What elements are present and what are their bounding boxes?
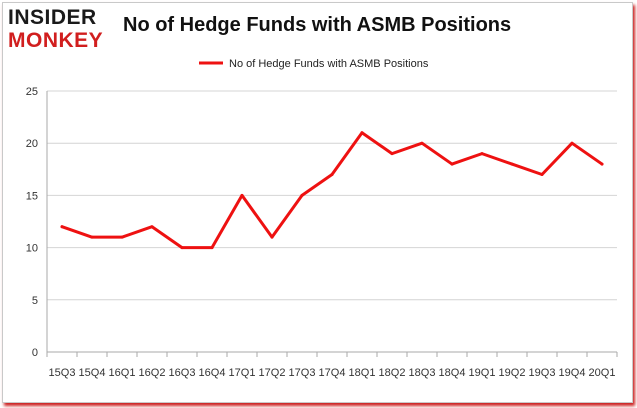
logo-text-bottom: MONKEY <box>8 29 104 52</box>
x-tick-label: 19Q4 <box>559 367 586 379</box>
series-line <box>60 131 604 250</box>
data-point <box>480 152 484 156</box>
data-point <box>510 162 514 166</box>
data-point <box>270 235 274 239</box>
x-tick-label: 15Q3 <box>49 367 76 379</box>
data-point <box>300 193 304 197</box>
x-tick-label: 17Q4 <box>319 367 346 379</box>
x-tick-label: 16Q2 <box>139 367 166 379</box>
logo-text-top: INSIDER <box>8 6 97 29</box>
x-tick-label: 19Q1 <box>469 367 496 379</box>
x-tick-label: 19Q3 <box>529 367 556 379</box>
insider-monkey-logo: INSIDER MONKEY <box>8 7 118 57</box>
legend-label: No of Hedge Funds with ASMB Positions <box>229 58 429 70</box>
chart-frame <box>2 2 633 403</box>
y-tick-label: 15 <box>26 190 38 202</box>
x-tick-label: 15Q4 <box>79 367 106 379</box>
data-point <box>240 193 244 197</box>
data-point <box>180 246 184 250</box>
x-tick-label: 17Q3 <box>289 367 316 379</box>
data-point <box>420 141 424 145</box>
data-point <box>330 173 334 177</box>
data-point <box>540 173 544 177</box>
x-tick-label: 18Q1 <box>349 367 376 379</box>
chart-title: No of Hedge Funds with ASMB Positions <box>123 14 512 36</box>
data-point <box>450 162 454 166</box>
x-tick-label: 17Q1 <box>229 367 256 379</box>
data-point <box>90 235 94 239</box>
x-tick-label: 20Q1 <box>589 367 616 379</box>
x-tick-label: 17Q2 <box>259 367 286 379</box>
data-point <box>150 225 154 229</box>
x-tick-label: 19Q2 <box>499 367 526 379</box>
data-point <box>360 131 364 135</box>
y-tick-label: 5 <box>32 295 38 307</box>
x-tick-label: 16Q1 <box>109 367 136 379</box>
y-tick-label: 25 <box>26 86 38 98</box>
y-tick-label: 10 <box>26 243 38 255</box>
y-tick-label: 20 <box>26 138 38 150</box>
y-tick-label: 0 <box>32 347 38 359</box>
x-tick-label: 18Q4 <box>439 367 466 379</box>
x-tick-label: 18Q2 <box>379 367 406 379</box>
data-point <box>570 141 574 145</box>
x-tick-label: 16Q3 <box>169 367 196 379</box>
data-point <box>60 225 64 229</box>
data-point <box>210 246 214 250</box>
data-point <box>390 152 394 156</box>
data-point <box>120 235 124 239</box>
x-tick-label: 16Q4 <box>199 367 226 379</box>
data-point <box>600 162 604 166</box>
x-tick-label: 18Q3 <box>409 367 436 379</box>
